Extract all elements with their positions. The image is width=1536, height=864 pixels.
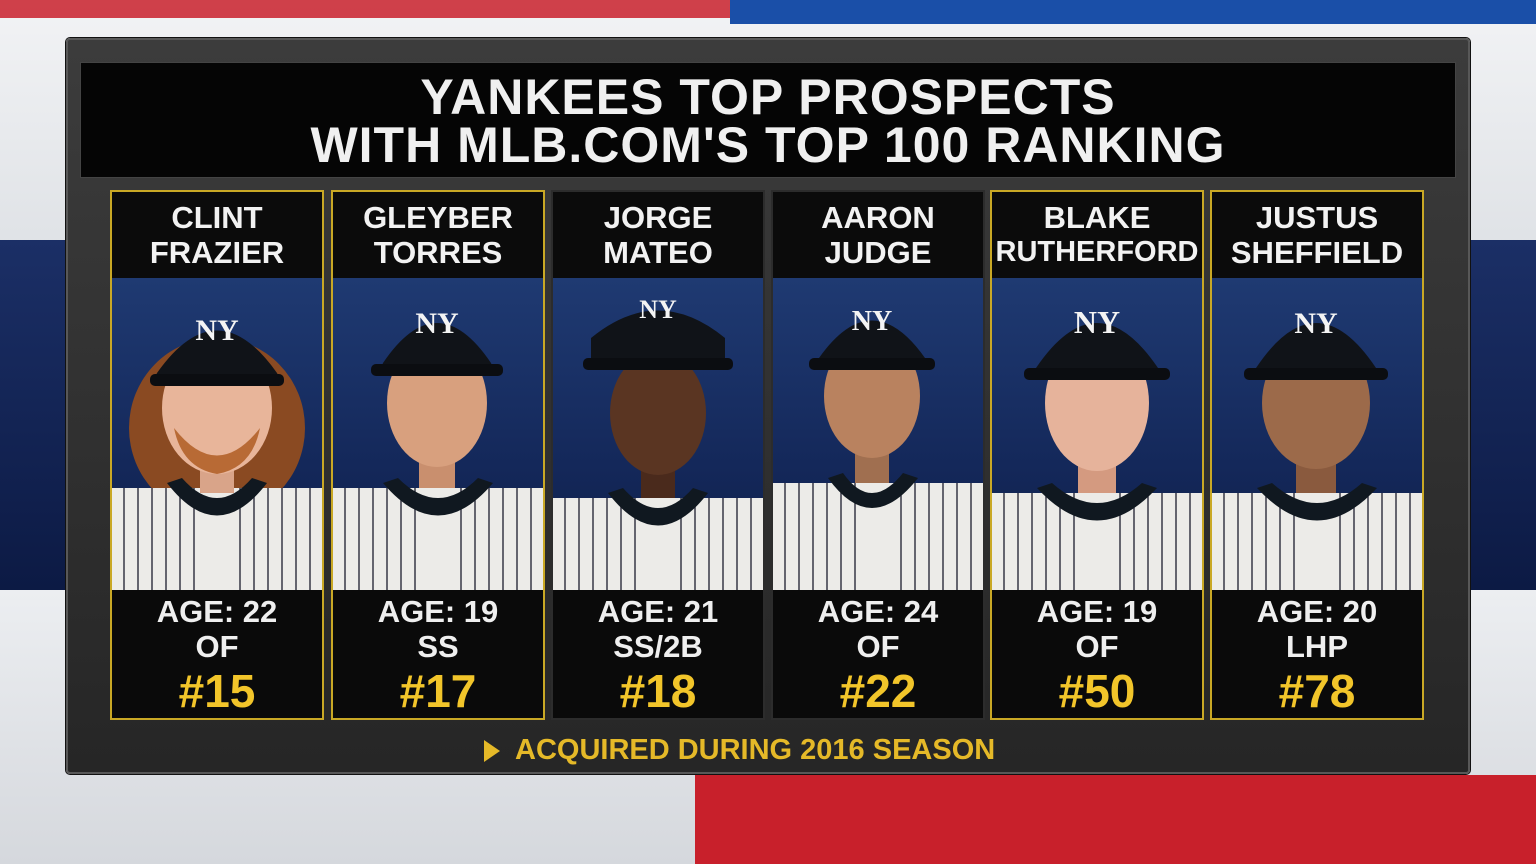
player-first-name: CLINT	[171, 200, 263, 235]
player-name: AARON JUDGE	[773, 192, 983, 278]
player-rank: #78	[1278, 665, 1356, 717]
player-position: SS/2B	[613, 629, 703, 664]
title-box	[80, 62, 1456, 178]
player-age: AGE: 20	[1256, 594, 1378, 629]
player-age: AGE: 21	[597, 594, 719, 629]
player-position: SS	[417, 629, 459, 664]
player-position: OF	[856, 629, 900, 664]
player-headshot: NY	[333, 278, 543, 590]
player-card: CLINT FRAZIER NY AGE: 22 OF #15	[110, 190, 324, 720]
player-info: AGE: 20 LHP #78	[1212, 590, 1422, 718]
player-headshot: NY	[1212, 278, 1422, 590]
player-rank: #17	[399, 665, 477, 717]
footer-note: ACQUIRED DURING 2016 SEASON	[515, 734, 996, 766]
player-name: BLAKE RUTHERFORD	[992, 192, 1202, 278]
player-name: GLEYBER TORRES	[333, 192, 543, 278]
player-first-name: GLEYBER	[363, 200, 513, 235]
player-position: LHP	[1286, 629, 1348, 664]
svg-text:NY: NY	[1074, 304, 1120, 340]
svg-text:NY: NY	[1294, 307, 1338, 340]
player-position: OF	[195, 629, 239, 664]
player-rank: #15	[178, 665, 256, 717]
player-rank: #22	[839, 665, 917, 717]
player-first-name: JORGE	[603, 200, 713, 235]
background-blue-stripe	[730, 0, 1536, 24]
player-rank: #18	[619, 665, 697, 717]
background-red-stripe	[0, 0, 730, 18]
player-card: GLEYBER TORRES NY AGE: 19 SS #17	[331, 190, 545, 720]
player-first-name: AARON	[821, 200, 935, 235]
player-info: AGE: 24 OF #22	[773, 590, 983, 718]
play-triangle-icon	[484, 740, 500, 762]
player-age: AGE: 19	[377, 594, 499, 629]
player-info: AGE: 22 OF #15	[112, 590, 322, 718]
player-card: JUSTUS SHEFFIELD NY AGE: 20 LHP #78	[1210, 190, 1424, 720]
player-headshot: NY	[553, 278, 763, 590]
player-age: AGE: 24	[817, 594, 939, 629]
player-headshot: NY	[112, 278, 322, 590]
player-name: JORGE MATEO	[553, 192, 763, 278]
player-headshot: NY	[992, 278, 1202, 590]
player-first-name: BLAKE	[1043, 200, 1151, 235]
player-position: OF	[1075, 629, 1119, 664]
player-rank: #50	[1058, 665, 1136, 717]
player-headshot: NY	[773, 278, 983, 590]
svg-text:NY: NY	[852, 306, 892, 337]
title-line-1: YANKEES TOP PROSPECTS	[420, 69, 1116, 125]
svg-text:NY: NY	[415, 307, 459, 340]
svg-text:NY: NY	[195, 314, 239, 347]
title-line-2: WITH MLB.COM'S TOP 100 RANKING	[310, 117, 1226, 173]
player-info: AGE: 21 SS/2B #18	[553, 590, 763, 718]
player-last-name: FRAZIER	[149, 235, 285, 270]
player-last-name: JUDGE	[824, 235, 932, 270]
player-last-name: MATEO	[603, 235, 713, 270]
player-card: AARON JUDGE NY AGE: 24 OF #22	[771, 190, 985, 720]
player-last-name: TORRES	[373, 235, 503, 270]
player-last-name: RUTHERFORD	[995, 236, 1199, 268]
player-age: AGE: 22	[156, 594, 278, 629]
player-info: AGE: 19 OF #50	[992, 590, 1202, 718]
player-name: JUSTUS SHEFFIELD	[1212, 192, 1422, 278]
background-bottom-red	[695, 775, 1536, 864]
player-card: BLAKE RUTHERFORD NY AGE: 19 OF #50	[990, 190, 1204, 720]
player-age: AGE: 19	[1036, 594, 1158, 629]
player-card: JORGE MATEO NY AGE: 21 SS/2B #18	[551, 190, 765, 720]
player-name: CLINT FRAZIER	[112, 192, 322, 278]
player-info: AGE: 19 SS #17	[333, 590, 543, 718]
player-last-name: SHEFFIELD	[1230, 235, 1404, 270]
svg-text:NY: NY	[639, 295, 677, 324]
player-first-name: JUSTUS	[1255, 200, 1379, 235]
